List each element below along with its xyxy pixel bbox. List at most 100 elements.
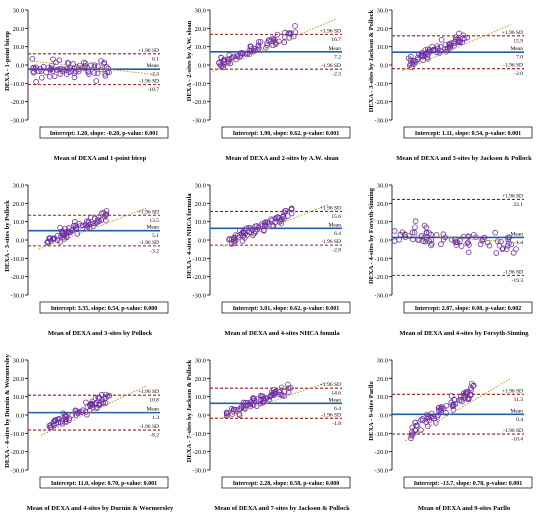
y-axis-title: DEXA - 4-sites NHCA formula <box>186 193 193 279</box>
data-point <box>38 68 45 74</box>
data-point <box>228 236 235 243</box>
data-point <box>63 416 69 422</box>
lower-limit-label: -1.96 SD <box>139 79 159 85</box>
data-point <box>285 30 292 36</box>
y-tick-label: 10.0 <box>377 44 388 51</box>
data-point <box>85 219 92 226</box>
data-point <box>71 74 78 81</box>
data-point <box>510 250 517 256</box>
upper-limit-value: 14.6 <box>331 391 341 397</box>
data-point <box>64 65 70 72</box>
data-point <box>51 73 58 80</box>
y-tick-label: -20.0 <box>192 99 206 106</box>
data-point <box>438 36 445 43</box>
y-tick-label: 10.0 <box>195 219 206 226</box>
data-point <box>434 414 440 420</box>
data-point <box>504 243 511 249</box>
data-point <box>458 243 465 249</box>
y-axis-title: DEXA - 1-point bicep <box>4 31 11 91</box>
data-point <box>233 407 239 413</box>
trend-line <box>220 381 329 420</box>
upper-limit-label: +1.96 SD <box>138 48 159 54</box>
y-tick-label: -20.0 <box>192 274 206 281</box>
data-point <box>505 236 512 243</box>
y-tick-label: 20.0 <box>13 26 24 33</box>
y-tick-label: 0.0 <box>198 238 206 245</box>
data-point <box>50 418 57 425</box>
stats-text: Intercept: 1.11, slope: 0.54, p-value: 0… <box>415 131 521 137</box>
lower-limit-label: -1.96 SD <box>139 240 159 246</box>
data-point <box>85 68 92 75</box>
y-tick-label: -10.0 <box>10 256 24 263</box>
data-point <box>247 400 254 406</box>
data-point <box>66 415 72 422</box>
data-point <box>73 407 80 414</box>
data-point <box>91 70 98 76</box>
y-tick-label: 0.0 <box>380 238 388 245</box>
y-tick-label: -30.0 <box>374 468 388 475</box>
y-tick-label: 10.0 <box>195 44 206 51</box>
data-point <box>513 246 519 252</box>
y-tick-label: -10.0 <box>374 431 388 438</box>
y-tick-label: 0.0 <box>16 63 24 70</box>
data-point <box>412 58 418 64</box>
y-tick-label: 0.0 <box>16 413 24 420</box>
mean-label: Mean <box>146 63 159 69</box>
y-axis-title: DEXA - 3-sites by Pollock <box>4 200 11 272</box>
y-tick-label: 30.0 <box>195 183 206 190</box>
lower-limit-value: -8.2 <box>150 433 159 439</box>
data-point <box>452 236 458 243</box>
data-point <box>275 214 281 220</box>
data-point <box>278 384 285 391</box>
stats-text: Intercept: 3.01, slope: 0.62, p-value: 0… <box>233 306 340 312</box>
upper-limit-label: +1.96 SD <box>320 205 341 211</box>
x-axis-title: Mean of DEXA and 2-sites by A.W. sloan <box>225 155 339 162</box>
stats-text: Intercept: 3.35, slope: 0.54, p-value: 0… <box>51 306 158 312</box>
data-point <box>466 242 472 248</box>
data-point <box>424 411 430 418</box>
data-point <box>420 417 426 424</box>
data-point <box>283 207 289 214</box>
data-point <box>437 44 444 50</box>
y-tick-label: 20.0 <box>195 376 206 383</box>
stats-text: Intercept: -13.7, slope: 0.78, p-value: … <box>414 481 523 487</box>
data-point <box>60 410 67 417</box>
data-point <box>74 231 81 237</box>
data-point <box>453 34 459 40</box>
y-tick-label: 20.0 <box>377 26 388 33</box>
data-point <box>480 236 486 242</box>
data-point <box>262 219 268 226</box>
chart-panel-6: 30.0 20.0 10.0 0.0 -10.0 -20.0 -30.0 DEXA - 4-s… <box>368 183 533 337</box>
data-point <box>443 410 449 416</box>
mean-label: Mean <box>510 408 523 414</box>
y-tick-label: 0.0 <box>198 413 206 420</box>
data-point <box>428 231 434 238</box>
mean-value: 1.3 <box>152 415 159 421</box>
data-point <box>391 228 398 234</box>
y-tick-label: -20.0 <box>192 449 206 456</box>
mean-value: 6.4 <box>334 231 341 237</box>
y-tick-label: 30.0 <box>195 8 206 15</box>
data-point <box>91 64 98 71</box>
data-point <box>425 423 431 429</box>
data-point <box>47 424 53 431</box>
y-tick-label: 10.0 <box>377 394 388 401</box>
data-point <box>257 38 264 45</box>
data-point <box>268 216 274 222</box>
data-point <box>288 30 294 36</box>
data-point <box>101 59 108 66</box>
lower-limit-label: -1.96 SD <box>321 63 341 69</box>
upper-limit-value: 13.5 <box>149 218 159 224</box>
data-point <box>77 62 83 69</box>
upper-limit-label: +1.96 SD <box>138 389 159 395</box>
data-point <box>248 47 255 54</box>
chart-panel-2: 30.0 20.0 10.0 0.0 -10.0 -20.0 -30.0 DEXA - 2-s… <box>186 8 351 162</box>
data-point <box>92 395 99 401</box>
upper-limit-label: +1.96 SD <box>502 193 523 199</box>
data-point <box>56 415 63 422</box>
data-point <box>436 407 442 414</box>
y-tick-label: -30.0 <box>192 468 206 475</box>
y-axis-title: DEXA - 7-sites by Jackson & Pollock <box>186 359 193 462</box>
data-point <box>57 239 63 245</box>
data-point <box>412 224 418 230</box>
